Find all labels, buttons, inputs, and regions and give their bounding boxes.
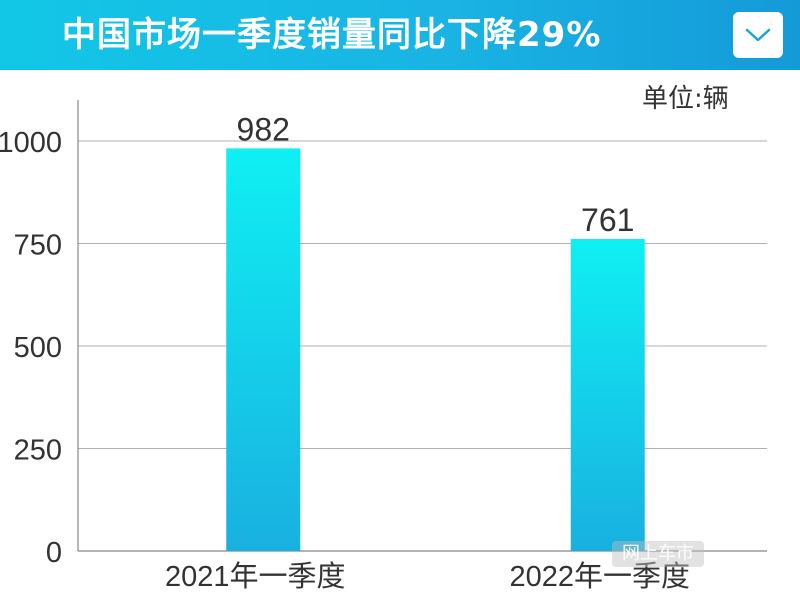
x-category-label: 2021年一季度 xyxy=(165,560,346,593)
labels: 0 250 500 750 1000 982 2021年一季度 761 2022年一季度 xyxy=(0,111,690,593)
data-label: 761 xyxy=(581,202,634,238)
y-tick-label: 0 xyxy=(46,537,62,569)
chevron-down-icon xyxy=(745,28,771,42)
gridlines xyxy=(78,140,767,449)
chart-title: 中国市场一季度销量同比下降29% xyxy=(62,15,602,55)
bars xyxy=(226,148,645,552)
watermark: 网上车市 xyxy=(612,541,704,567)
dropdown-button[interactable] xyxy=(733,12,783,58)
x-category-label: 2022年一季度 xyxy=(509,560,690,593)
y-tick-label: 250 xyxy=(14,435,62,467)
unit-label: 单位:辆 xyxy=(642,84,729,114)
y-tick-label: 750 xyxy=(14,230,62,262)
data-label: 982 xyxy=(237,111,290,147)
axes xyxy=(77,100,767,552)
bar xyxy=(226,148,301,551)
chart-header: 中国市场一季度销量同比下降29% xyxy=(0,0,800,70)
y-tick-label: 1000 xyxy=(0,127,62,159)
y-tick-label: 500 xyxy=(14,332,62,364)
bar xyxy=(570,238,645,552)
